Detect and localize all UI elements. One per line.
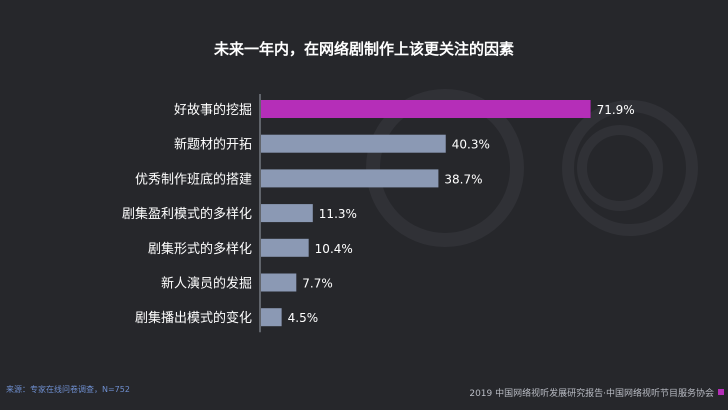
category-label: 优秀制作班底的搭建 (135, 171, 252, 187)
category-label: 好故事的挖掘 (174, 102, 252, 118)
value-label: 38.7% (444, 172, 482, 186)
bar (261, 204, 313, 223)
value-label: 10.4% (315, 242, 353, 256)
category-label: 剧集播出模式的变化 (135, 310, 252, 326)
footer-accent-square (718, 389, 724, 395)
category-label: 剧集盈利模式的多样化 (122, 206, 252, 222)
bar (261, 273, 297, 292)
bar (261, 100, 591, 118)
source-note: 来源：专家在线问卷调查，N=752 (6, 385, 130, 394)
bar (261, 308, 282, 327)
value-label: 40.3% (452, 138, 490, 152)
bar (261, 134, 446, 153)
decorative-ring-1 (562, 100, 698, 236)
chart-title: 未来一年内，在网络剧制作上该更关注的因素 (213, 40, 514, 58)
category-label: 剧集形式的多样化 (148, 241, 252, 257)
value-label: 11.3% (319, 207, 357, 221)
footer-text: 2019 中国网络视听发展研究报告·中国网络视听节目服务协会 (469, 389, 714, 399)
value-label: 4.5% (288, 311, 319, 325)
category-label: 新题材的开拓 (174, 137, 252, 153)
value-label: 71.9% (597, 103, 635, 117)
bar (261, 169, 439, 188)
bar (261, 238, 309, 257)
category-label: 新人演员的发掘 (161, 276, 252, 292)
value-label: 7.7% (302, 277, 333, 291)
decorative-ring-2 (577, 125, 663, 211)
decorative-ring-0 (366, 89, 524, 247)
